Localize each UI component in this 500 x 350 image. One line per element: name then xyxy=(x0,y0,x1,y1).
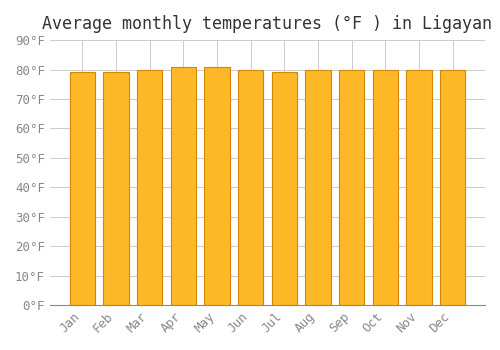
Bar xyxy=(339,70,364,305)
Bar xyxy=(440,70,465,305)
Bar xyxy=(238,70,263,305)
Bar xyxy=(372,70,398,305)
Bar xyxy=(306,70,330,305)
Bar xyxy=(104,72,128,305)
Bar xyxy=(170,66,196,305)
Title: Average monthly temperatures (°F ) in Ligayan: Average monthly temperatures (°F ) in Li… xyxy=(42,15,492,33)
Bar xyxy=(272,72,297,305)
Bar xyxy=(137,70,162,305)
Bar xyxy=(406,70,432,305)
Bar xyxy=(70,72,95,305)
Bar xyxy=(204,66,230,305)
